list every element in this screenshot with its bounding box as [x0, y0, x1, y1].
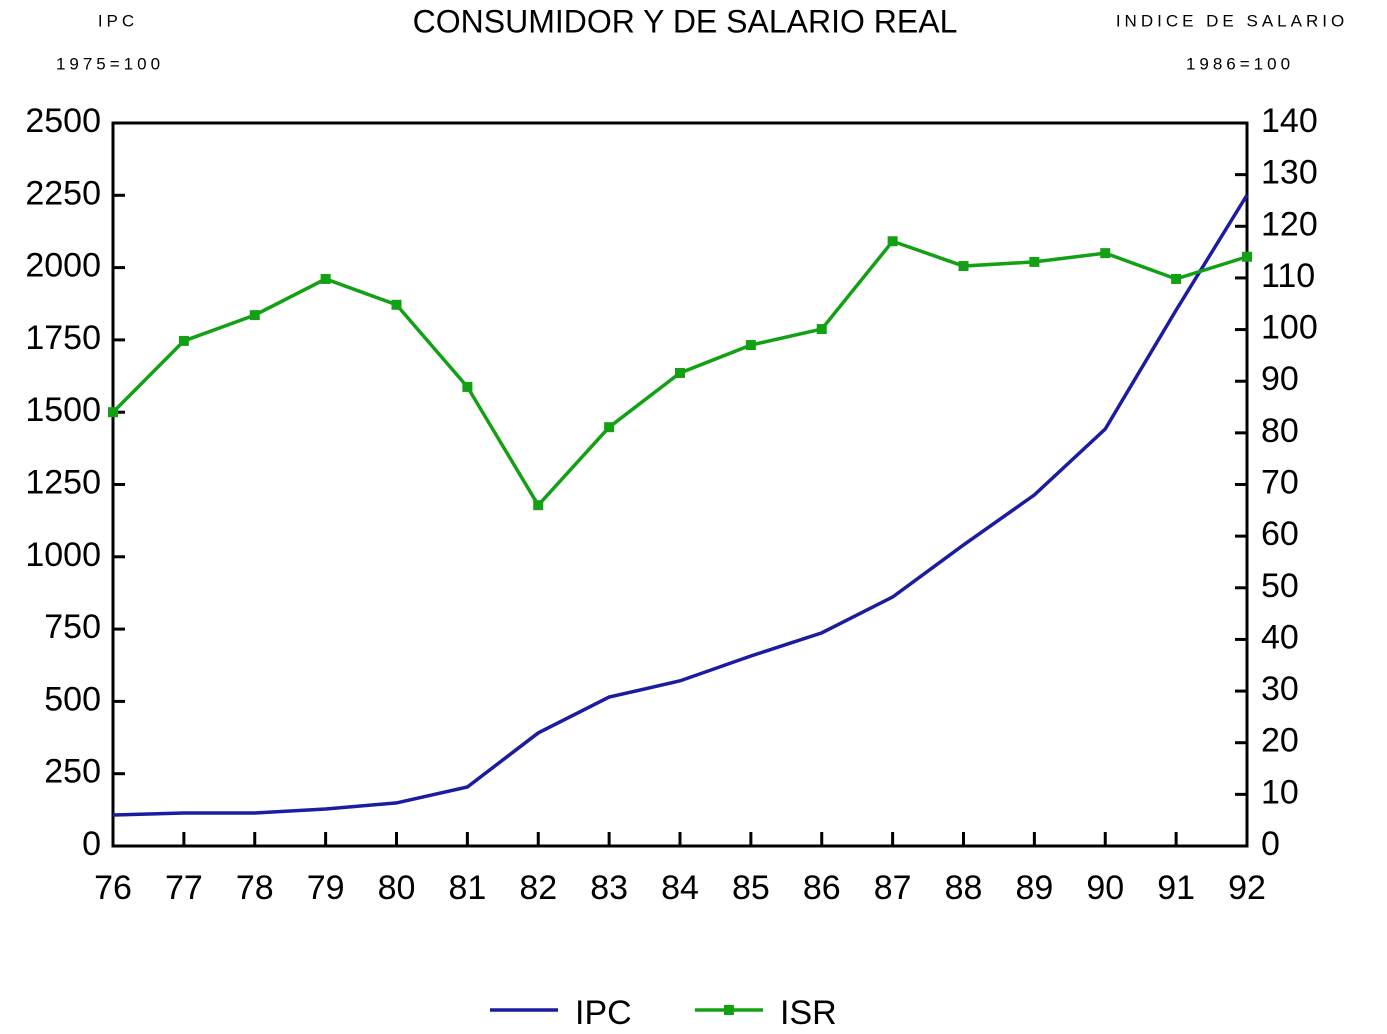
- y-tick-label: 1500: [25, 391, 101, 429]
- series-marker: [675, 367, 685, 378]
- y2-tick-label: 130: [1261, 154, 1318, 192]
- legend-label: ISR: [780, 994, 837, 1032]
- x-tick-label: 76: [94, 869, 132, 907]
- y-tick-label: 250: [44, 753, 101, 791]
- series-marker: [745, 340, 756, 351]
- y-tick-label: 1750: [25, 319, 101, 357]
- series-marker: [887, 236, 898, 247]
- y2-tick-label: 20: [1261, 722, 1299, 760]
- x-tick-label: 92: [1228, 869, 1266, 907]
- x-tick-label: 90: [1086, 869, 1124, 907]
- plot-frame: [111, 121, 1249, 848]
- chart-title: CONSUMIDOR Y DE SALARIO REAL: [413, 3, 958, 39]
- series-marker: [816, 324, 827, 335]
- y2-tick-label: 100: [1261, 309, 1318, 347]
- y-tick-label: 750: [44, 608, 101, 646]
- series-marker: [391, 299, 402, 310]
- series-marker: [462, 381, 473, 392]
- series-marker: [320, 273, 331, 284]
- y2-tick-label: 80: [1261, 412, 1299, 450]
- x-tick-label: 85: [732, 869, 770, 907]
- x-tick-label: 80: [378, 869, 416, 907]
- series-marker: [1100, 248, 1111, 259]
- y2-tick-label: 10: [1261, 773, 1299, 811]
- y-tick-label: 2250: [25, 174, 101, 212]
- series-marker: [178, 335, 189, 346]
- series-marker: [1029, 256, 1040, 267]
- y2-axis-note: 1986=100: [1186, 54, 1294, 73]
- series-line: [112, 194, 1249, 817]
- series-marker: [1242, 251, 1252, 262]
- x-tick-label: 86: [803, 869, 841, 907]
- x-tick-label: 81: [448, 869, 486, 907]
- y-tick-label: 2500: [25, 102, 101, 140]
- series-marker: [958, 261, 969, 272]
- y2-tick-label: 140: [1261, 102, 1318, 140]
- y2-tick-label: 40: [1261, 618, 1299, 656]
- y2-axis-label: INDICE DE SALARIO: [1116, 11, 1348, 30]
- x-tick-label: 91: [1157, 869, 1195, 907]
- y2-tick-label: 60: [1261, 515, 1299, 553]
- y2-tick-label: 30: [1261, 670, 1299, 708]
- y-tick-label: 1000: [25, 536, 101, 574]
- x-tick-label: 77: [165, 869, 203, 907]
- x-tick-label: 87: [874, 869, 912, 907]
- legend-marker: [724, 1005, 734, 1015]
- y2-tick-label: 0: [1261, 825, 1280, 863]
- x-tick-label: 78: [236, 869, 274, 907]
- y-tick-label: 2000: [25, 247, 101, 285]
- x-tick-label: 84: [661, 869, 699, 907]
- y-tick-label: 500: [44, 680, 101, 718]
- x-tick-label: 88: [945, 869, 983, 907]
- y-tick-label: 1250: [25, 463, 101, 501]
- series-marker: [1171, 273, 1182, 284]
- legend-label: IPC: [575, 994, 632, 1032]
- y-tick-label: 0: [82, 825, 101, 863]
- x-tick-label: 82: [519, 869, 557, 907]
- x-tick-label: 79: [307, 869, 345, 907]
- series-marker: [533, 500, 544, 511]
- y2-tick-label: 120: [1261, 205, 1318, 243]
- series-marker: [604, 422, 615, 433]
- y2-tick-label: 70: [1261, 463, 1299, 501]
- y2-tick-label: 90: [1261, 360, 1299, 398]
- x-tick-label: 89: [1015, 869, 1053, 907]
- y2-tick-label: 50: [1261, 567, 1299, 605]
- series-marker: [249, 310, 260, 321]
- series-marker: [108, 407, 118, 418]
- y2-tick-label: 110: [1261, 257, 1315, 295]
- x-tick-label: 83: [590, 869, 628, 907]
- y-axis-label: IPC: [98, 11, 138, 30]
- y-axis-note: 1975=100: [56, 54, 164, 73]
